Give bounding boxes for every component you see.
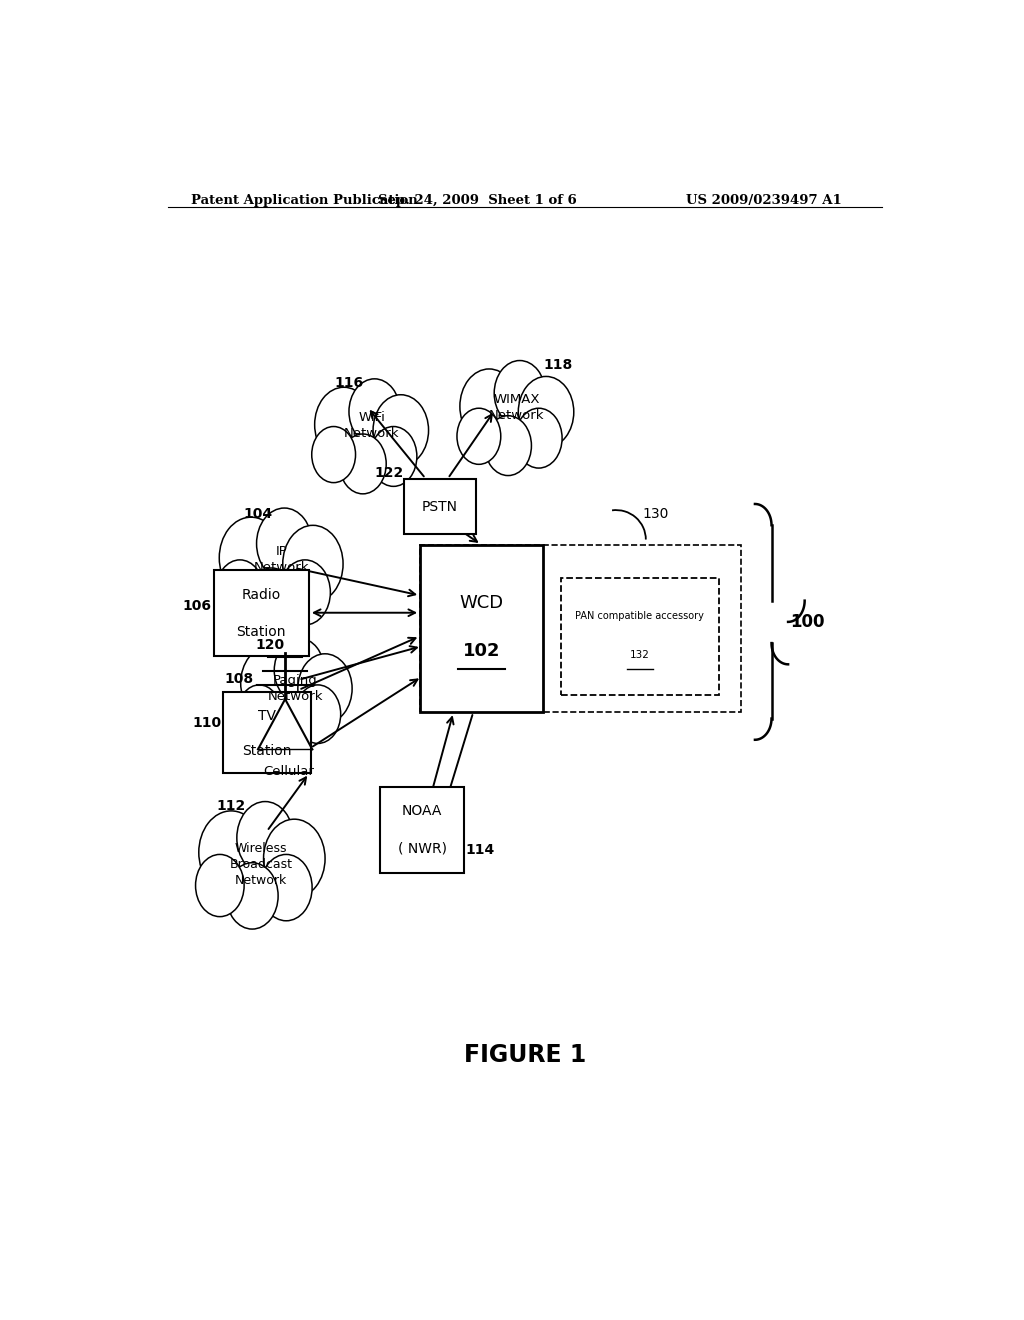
Bar [404,479,475,535]
Text: Paging
Network: Paging Network [267,675,324,704]
Circle shape [460,370,518,444]
Bar [560,578,719,696]
Text: Wireless
Broadcast
Network: Wireless Broadcast Network [229,842,293,887]
Circle shape [349,379,400,445]
Circle shape [295,685,341,743]
Text: IP
Network: IP Network [253,545,309,574]
Text: 108: 108 [224,672,253,686]
Text: 114: 114 [465,842,495,857]
Text: 100: 100 [791,612,825,631]
Circle shape [484,416,531,475]
Circle shape [340,434,386,494]
Circle shape [260,854,312,921]
Circle shape [219,517,283,598]
Circle shape [226,863,279,929]
Circle shape [263,820,325,898]
Bar [223,692,310,774]
Circle shape [314,387,373,462]
Circle shape [246,568,297,634]
Text: Cellular: Cellular [263,766,314,779]
Text: 130: 130 [642,507,669,521]
Text: Patent Application Publication: Patent Application Publication [191,194,418,207]
Text: WIMAX
Network: WIMAX Network [489,393,545,422]
Text: 110: 110 [193,715,221,730]
Circle shape [298,653,352,723]
Circle shape [283,525,343,602]
Circle shape [241,647,298,719]
Bar [380,787,464,873]
Circle shape [265,692,310,751]
Text: FIGURE 1: FIGURE 1 [464,1043,586,1067]
Text: TV: TV [258,709,275,723]
Text: WCD: WCD [460,594,504,612]
Text: ( NWR): ( NWR) [397,841,446,855]
Text: 118: 118 [543,358,572,372]
Text: Sep. 24, 2009  Sheet 1 of 6: Sep. 24, 2009 Sheet 1 of 6 [378,194,577,207]
Circle shape [237,801,294,874]
Text: Radio: Radio [242,587,281,602]
Text: US 2009/0239497 A1: US 2009/0239497 A1 [686,194,842,207]
Circle shape [518,376,573,447]
Text: NOAA: NOAA [401,804,442,818]
Text: 102: 102 [463,642,501,660]
Circle shape [495,360,546,426]
Text: 116: 116 [334,376,364,389]
Circle shape [257,508,312,579]
Circle shape [216,560,264,620]
Text: 132: 132 [630,649,650,660]
Circle shape [373,395,429,466]
Circle shape [280,560,331,624]
Text: 106: 106 [182,598,211,612]
Text: PAN compatible accessory: PAN compatible accessory [575,611,705,622]
Text: 122: 122 [375,466,404,480]
Text: 112: 112 [217,799,246,813]
Bar [420,545,543,713]
Text: Station: Station [237,624,286,639]
Bar [214,570,309,656]
Text: 104: 104 [243,507,272,521]
Circle shape [457,408,501,465]
Text: 120: 120 [255,639,284,652]
Circle shape [515,408,562,469]
Text: PSTN: PSTN [422,499,458,513]
Circle shape [274,639,325,702]
Circle shape [311,426,355,483]
Bar [420,545,741,713]
Circle shape [238,685,281,739]
Text: WiFi
Network: WiFi Network [344,412,399,440]
Circle shape [370,426,417,486]
Text: Station: Station [242,744,292,758]
Circle shape [199,810,263,894]
Circle shape [196,854,244,916]
